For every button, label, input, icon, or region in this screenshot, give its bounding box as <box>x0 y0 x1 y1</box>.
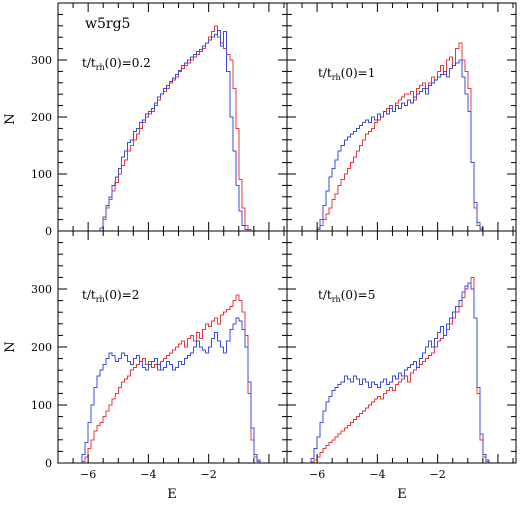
annotation-tail: (0)=2 <box>105 288 140 302</box>
x-tick-label: −4 <box>369 468 385 481</box>
annotation-main: t/t <box>318 288 332 302</box>
annotation-subscript: rh <box>96 63 105 72</box>
x-tick-label: −6 <box>80 468 96 481</box>
figure-title: w5rg5 <box>85 16 130 32</box>
panel-annotation: t/trh(0)=0.2 <box>82 56 151 72</box>
panel-annotation: t/trh(0)=5 <box>318 288 375 304</box>
y-tick-label: 200 <box>31 111 52 124</box>
x-axis-label-right: E <box>397 487 407 502</box>
panel-frame <box>286 2 517 232</box>
annotation-tail: (0)=1 <box>341 66 376 80</box>
annotation-tail: (0)=0.2 <box>105 56 151 70</box>
y-tick-label: 300 <box>31 54 52 67</box>
panel-frame <box>57 2 288 232</box>
panel-annotation: t/trh(0)=1 <box>318 66 375 82</box>
annotation-main: t/t <box>318 66 332 80</box>
x-tick-label: −2 <box>201 468 217 481</box>
panel-annotation: t/trh(0)=2 <box>82 288 139 304</box>
histogram-blue-series <box>81 317 261 463</box>
y-tick-label: 100 <box>31 168 52 181</box>
histogram-blue-series <box>316 59 492 232</box>
annotation-subscript: rh <box>332 295 341 304</box>
panel-top-left: 0 100 200 300 t/trh(0)=0.2 <box>31 2 288 238</box>
x-tick-label: −2 <box>430 468 446 481</box>
annotation-tail: (0)=5 <box>341 288 376 302</box>
annotation-subscript: rh <box>332 73 341 82</box>
panel-top-right: t/trh(0)=1 <box>286 2 517 232</box>
y-tick-label: 200 <box>31 341 52 354</box>
panel-bottom-left: 0 100 200 300 −6 −4 −2 t/trh(0)=2 <box>31 230 288 481</box>
y-tick-label: 300 <box>31 283 52 296</box>
y-tick-label: 0 <box>45 457 52 470</box>
x-axis-label-left: E <box>167 487 177 502</box>
panel-bottom-right: −6 −4 −2 t/trh(0)=5 <box>286 230 517 481</box>
histogram-red-series <box>316 42 492 232</box>
x-tick-label: −4 <box>140 468 156 481</box>
annotation-subscript: rh <box>96 295 105 304</box>
x-tick-label: −6 <box>309 468 325 481</box>
panel-frame <box>286 230 517 464</box>
histogram-red-series <box>81 294 261 463</box>
histogram-blue-series <box>99 29 263 232</box>
y-axis-label-bottom: N <box>3 341 18 352</box>
y-tick-label: 100 <box>31 399 52 412</box>
y-tick-label: 0 <box>45 225 52 238</box>
histogram-blue-series <box>310 282 490 463</box>
annotation-main: t/t <box>82 56 96 70</box>
annotation-main: t/t <box>82 288 96 302</box>
y-axis-label-top: N <box>3 113 18 124</box>
histogram-red-series <box>310 276 490 463</box>
